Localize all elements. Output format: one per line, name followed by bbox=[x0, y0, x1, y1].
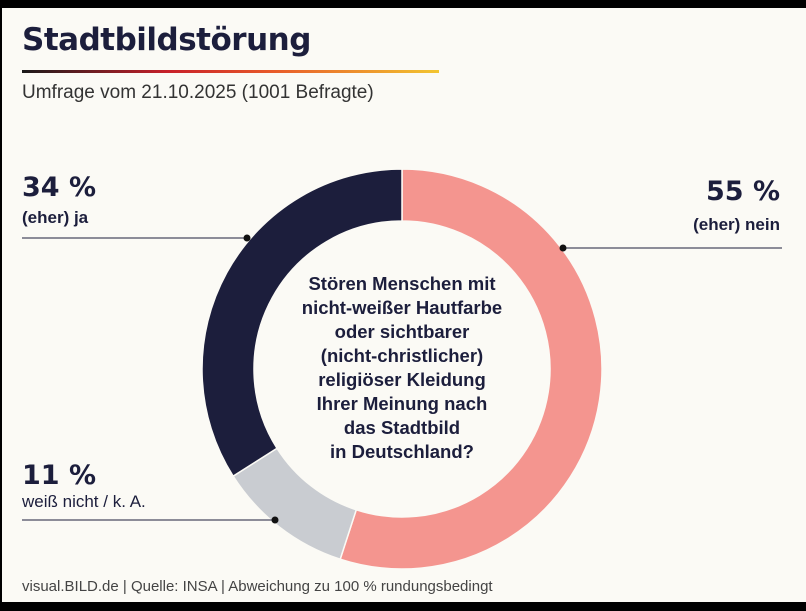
slice-label-nein: (eher) nein bbox=[693, 215, 780, 234]
question-line: nicht-weißer Hautfarbe bbox=[301, 297, 503, 318]
leader-nein-dot bbox=[559, 244, 567, 252]
source-footer: visual.BILD.de | Quelle: INSA | Abweichu… bbox=[22, 578, 493, 595]
chart-card bbox=[2, 8, 806, 602]
question-line: (nicht-christlicher) bbox=[320, 345, 484, 366]
slice-nein bbox=[339, 168, 603, 570]
value-label-ja: 34 % bbox=[22, 172, 97, 203]
leader-ja-dot bbox=[243, 234, 251, 242]
chart-title: Stadtbildstörung bbox=[22, 22, 311, 58]
chart-subtitle: Umfrage vom 21.10.2025 (1001 Befragte) bbox=[22, 82, 374, 103]
question-line: Stören Menschen mit bbox=[308, 273, 496, 294]
question-line: in Deutschland? bbox=[330, 441, 474, 462]
question-line: das Stadtbild bbox=[343, 417, 461, 438]
question-line: Ihrer Meinung nach bbox=[316, 393, 488, 414]
chart-question: Stören Menschen mit nicht-weißer Hautfarb… bbox=[262, 272, 542, 464]
slice-ja bbox=[201, 168, 403, 478]
value-label-nein: 55 % bbox=[705, 176, 780, 207]
value-label-weiss-nicht: 11 % bbox=[22, 460, 97, 491]
slice-label-weiss-nicht: weiß nicht / k. A. bbox=[22, 492, 146, 511]
question-line: religiöser Kleidung bbox=[318, 369, 486, 390]
slice-label-ja: (eher) ja bbox=[22, 208, 89, 227]
question-line: oder sichtbarer bbox=[334, 321, 470, 342]
leader-weiss-nicht-dot bbox=[271, 516, 279, 524]
title-underline bbox=[22, 70, 439, 73]
